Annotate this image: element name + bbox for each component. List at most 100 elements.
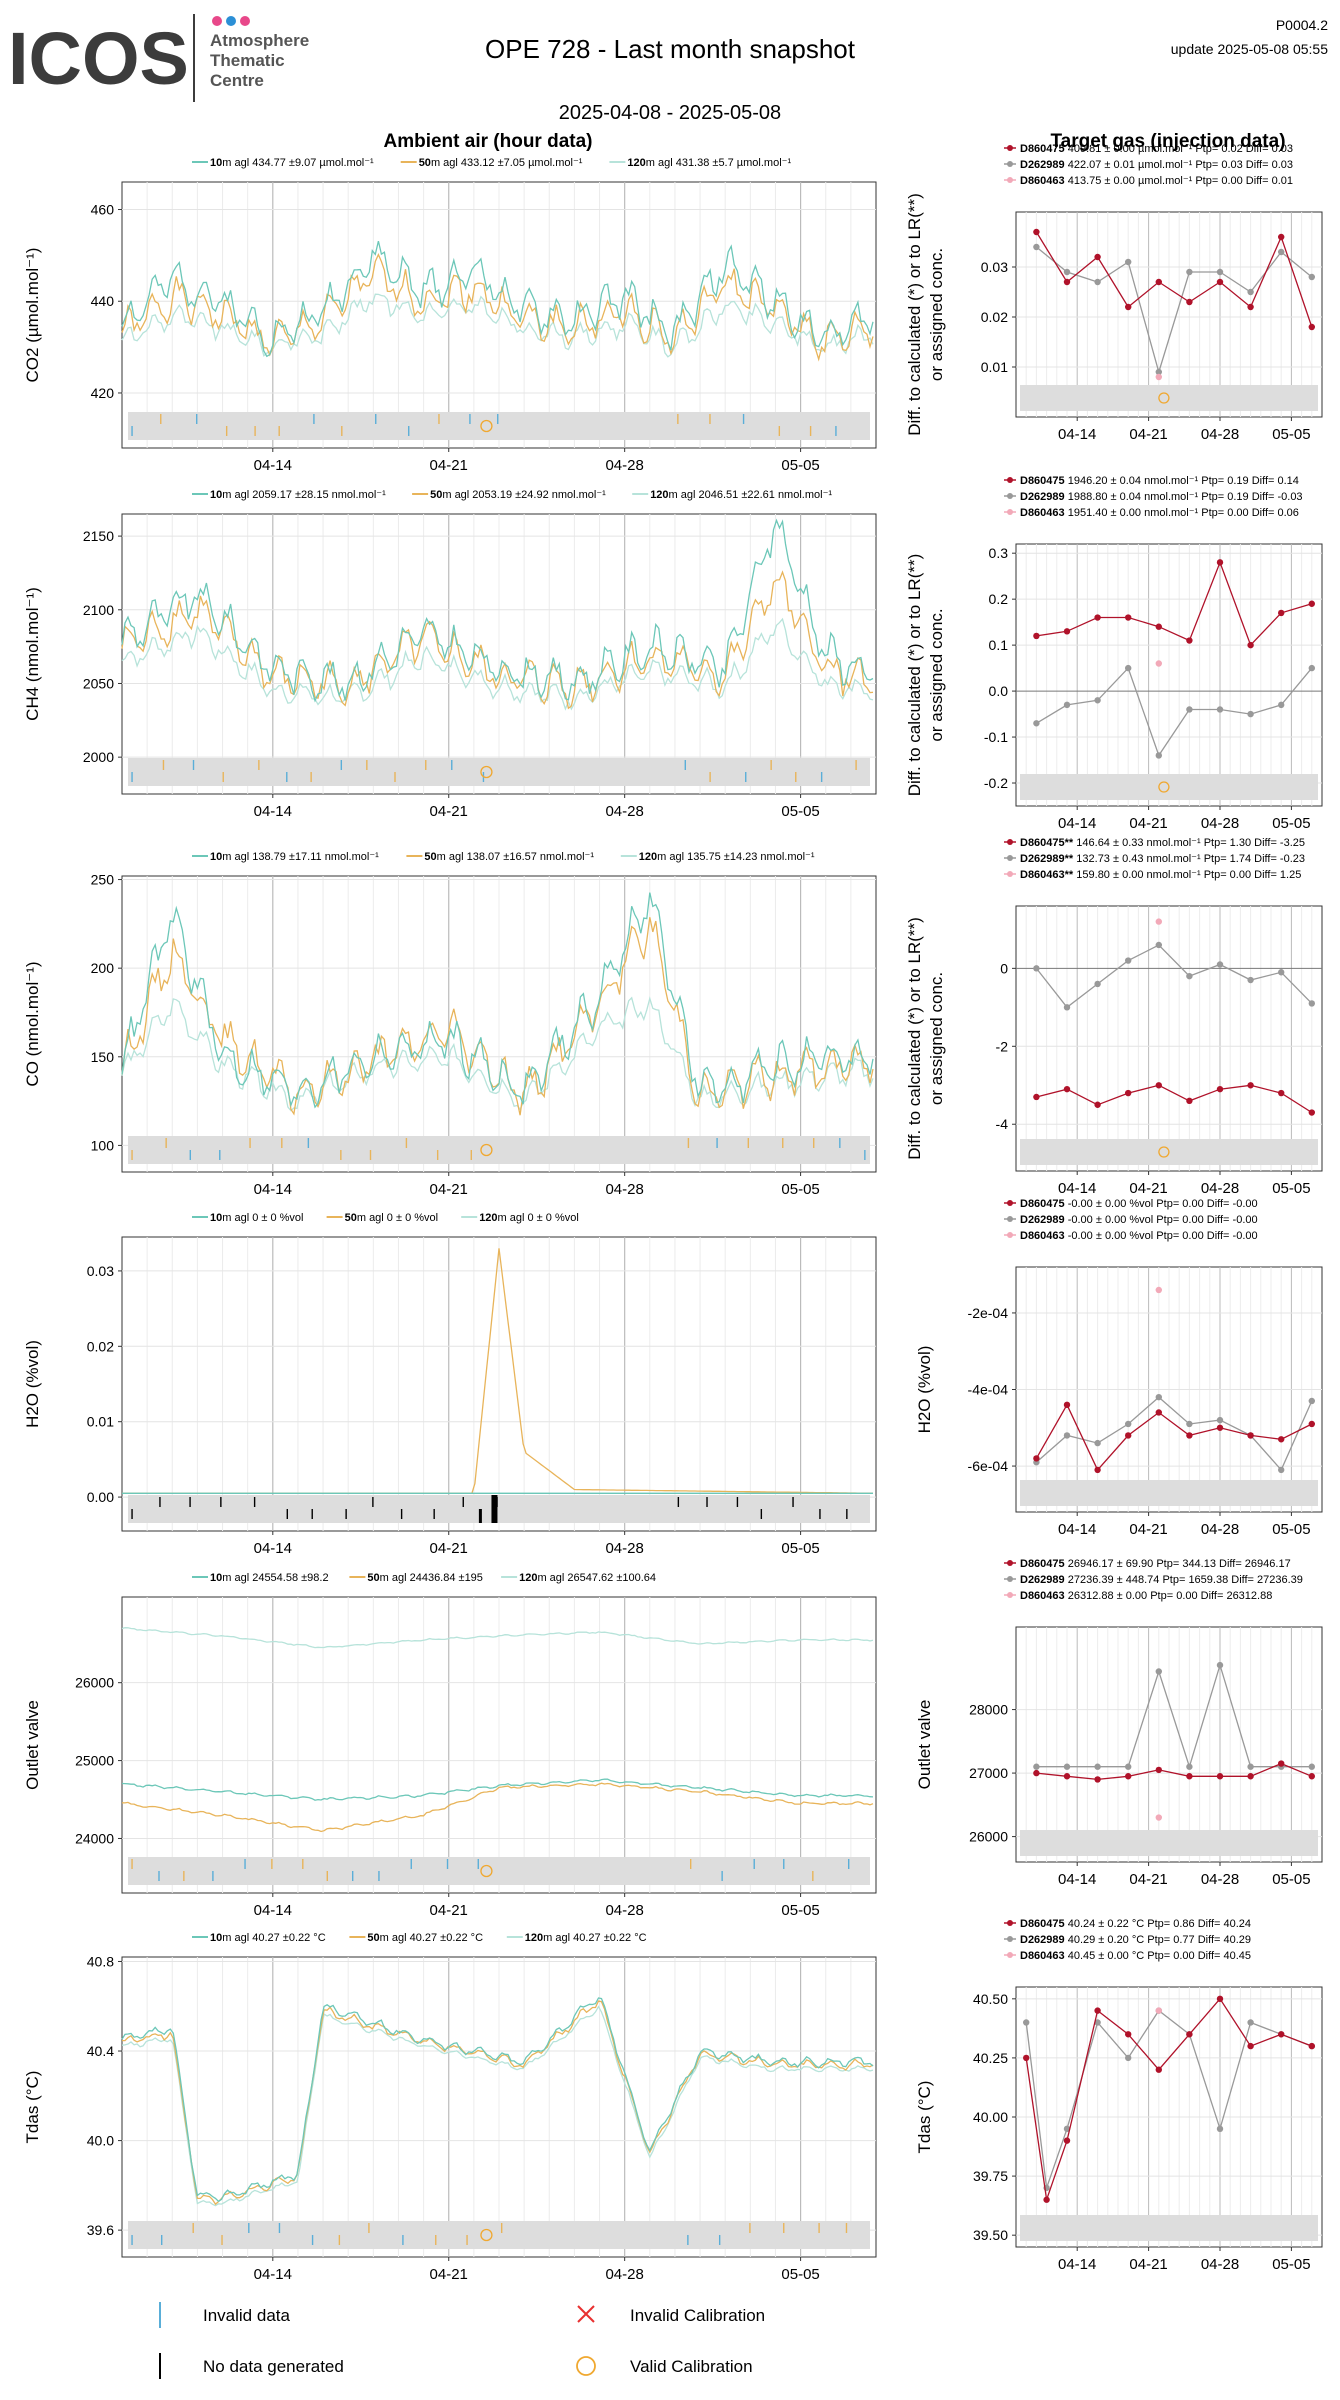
y-tick-label: 28000: [969, 1702, 1008, 1718]
target-point-D860475: [1216, 1995, 1224, 2003]
y-tick-label: 0.03: [981, 259, 1008, 275]
target-point-D262989: [1186, 972, 1193, 980]
panel-co: 10m agl 138.79 ±17.11 nmol.mol⁻¹ 50m agl …: [23, 837, 1323, 1198]
target-point-D860475: [1022, 2054, 1030, 2062]
target-point-D262989: [1186, 1420, 1193, 1428]
legend-inlet: 120: [650, 489, 668, 501]
y-tick-label: 39.75: [973, 2168, 1008, 2184]
x-tick-label: 04-21: [1129, 426, 1167, 443]
logo-word: ICOS: [8, 17, 189, 100]
cylinder-id: D860475: [1020, 1918, 1068, 1930]
cylinder-stats: 1946.20 ± 0.04 nmol.mol⁻¹ Ptp= 0.19 Diff…: [1068, 475, 1299, 487]
cylinder-stats: -0.00 ± 0.00 %vol Ptp= 0.00 Diff= -0.00: [1068, 1230, 1258, 1242]
valid-calibration-label: Valid Calibration: [630, 2357, 753, 2376]
y-tick-label: 2150: [83, 528, 114, 544]
x-tick-label: 04-21: [430, 1902, 468, 1919]
target-point-D860475: [1125, 2031, 1132, 2038]
y-axis-label: CO2 (µmol.mol⁻¹): [23, 248, 42, 383]
y-axis-label: Diff. to calculated (*) or to LR(**) or a…: [905, 193, 946, 436]
target-line-D262989: [1036, 666, 1313, 757]
x-tick-label: 04-28: [605, 457, 643, 474]
invalid-calibration-label: Invalid Calibration: [630, 2306, 765, 2325]
legend-entry: 50m agl 0 ± 0 %vol: [345, 1212, 439, 1224]
target-legend-entry: D262989 -0.00 ± 0.00 %vol Ptp= 0.00 Diff…: [1020, 1214, 1258, 1226]
x-tick-label: 04-28: [605, 1181, 643, 1198]
legend-inlet: 10: [210, 1572, 222, 1584]
x-tick-label: 04-14: [254, 803, 292, 820]
series-line-120m: [121, 1627, 874, 1649]
target-point-D860475: [1043, 2196, 1050, 2203]
x-tick-label: 04-21: [430, 803, 468, 820]
target-point-D262989: [1308, 1763, 1316, 1770]
x-tick-label: 04-14: [254, 1181, 292, 1198]
calibration-marker: [480, 765, 493, 779]
x-tick-label: 04-21: [1129, 815, 1167, 832]
x-tick-label: 04-28: [605, 1540, 643, 1557]
target-point-D860475: [1063, 1773, 1071, 1780]
target-point-D860475: [1278, 1760, 1285, 1767]
target-point-D262989: [1247, 1763, 1254, 1770]
y-tick-label: 25000: [75, 1753, 114, 1769]
cylinder-id: D860463: [1020, 1590, 1068, 1602]
x-tick-label: 04-14: [1058, 2256, 1096, 2273]
legend-entry: 10m agl 434.77 ±9.07 µmol.mol⁻¹: [210, 157, 374, 169]
legend-inlet: 120: [639, 851, 657, 863]
legend-entry: 120m agl 431.38 ±5.7 µmol.mol⁻¹: [627, 157, 791, 169]
target-point-D860475: [1155, 278, 1163, 286]
legend-stats: m agl 138.07 ±16.57 nmol.mol⁻¹: [437, 851, 595, 863]
x-tick-label: 04-14: [254, 1902, 292, 1919]
legend-stats: m agl 40.27 ±0.22 °C: [543, 1932, 646, 1944]
target-point-D860475: [1033, 1093, 1040, 1101]
cylinder-stats: 40.45 ± 0.00 °C Ptp= 0.00 Diff= 40.45: [1068, 1950, 1251, 1962]
no-data-label: No data generated: [203, 2357, 344, 2376]
y-tick-label: 0.1: [989, 637, 1009, 653]
series-line-10m: [121, 1997, 874, 2203]
target-point-D860475: [1186, 1097, 1193, 1105]
legend-stats: m agl 138.79 ±17.11 nmol.mol⁻¹: [222, 851, 379, 863]
target-point-D262989: [1094, 1763, 1101, 1770]
cylinder-id: D860463: [1020, 1950, 1068, 1962]
target-point-D860475: [1094, 1776, 1101, 1783]
target-point-D860475: [1125, 614, 1132, 621]
target-point-D860463: [1155, 918, 1163, 925]
x-tick-label: 05-05: [1272, 1871, 1310, 1888]
legend-stats: m agl 2053.19 ±24.92 nmol.mol⁻¹: [442, 489, 606, 501]
calibration-marker: [480, 1864, 493, 1878]
legend-point: [1007, 177, 1013, 183]
y-tick-label: 39.6: [87, 2222, 114, 2238]
x-tick-label: 05-05: [1272, 1521, 1310, 1538]
y-tick-label: -6e-04: [968, 1458, 1009, 1474]
legend-entry: 120m agl 40.27 ±0.22 °C: [525, 1932, 647, 1944]
legend-entry: 120m agl 26547.62 ±100.64: [519, 1572, 656, 1584]
target-legend-entry: D860475 1946.20 ± 0.04 nmol.mol⁻¹ Ptp= 0…: [1020, 475, 1299, 487]
legend-point: [1007, 1952, 1013, 1958]
legend-point: [1007, 145, 1013, 151]
y-tick-label: 40.25: [973, 2050, 1008, 2066]
calibration-marker: [1158, 781, 1170, 793]
legend-point: [1007, 1576, 1013, 1582]
cylinder-id: D262989: [1020, 1934, 1068, 1946]
target-point-D262989: [1216, 706, 1224, 713]
series-line-120m: [121, 293, 874, 358]
target-point-D262989: [1094, 2019, 1101, 2026]
cylinder-id: D860475: [1020, 475, 1068, 487]
target-point-D262989: [1155, 1393, 1163, 1401]
cylinder-id: D860463**: [1020, 869, 1076, 881]
y-axis-label-line: or assigned conc.: [927, 608, 946, 741]
legend-entry: 50m agl 138.07 ±16.57 nmol.mol⁻¹: [424, 851, 594, 863]
target-point-D262989: [1216, 2125, 1224, 2133]
legend-point: [1007, 1232, 1013, 1238]
target-point-D262989: [1094, 1439, 1101, 1447]
target-point-D262989: [1155, 941, 1163, 949]
legend-point: [1007, 1560, 1013, 1566]
x-tick-label: 04-14: [1058, 815, 1096, 832]
logo-dot: [212, 16, 222, 26]
target-point-D860475: [1094, 2007, 1101, 2014]
target-point-D262989: [1216, 268, 1224, 276]
legend-point: [1007, 1592, 1013, 1598]
legend-inlet: 50: [367, 1932, 379, 1944]
target-legend-entry: D262989 422.07 ± 0.01 µmol.mol⁻¹ Ptp= 0.…: [1020, 159, 1293, 171]
legend-point: [1007, 855, 1013, 861]
target-point-D262989: [1247, 710, 1254, 718]
target-point-D860475: [1063, 1085, 1071, 1093]
